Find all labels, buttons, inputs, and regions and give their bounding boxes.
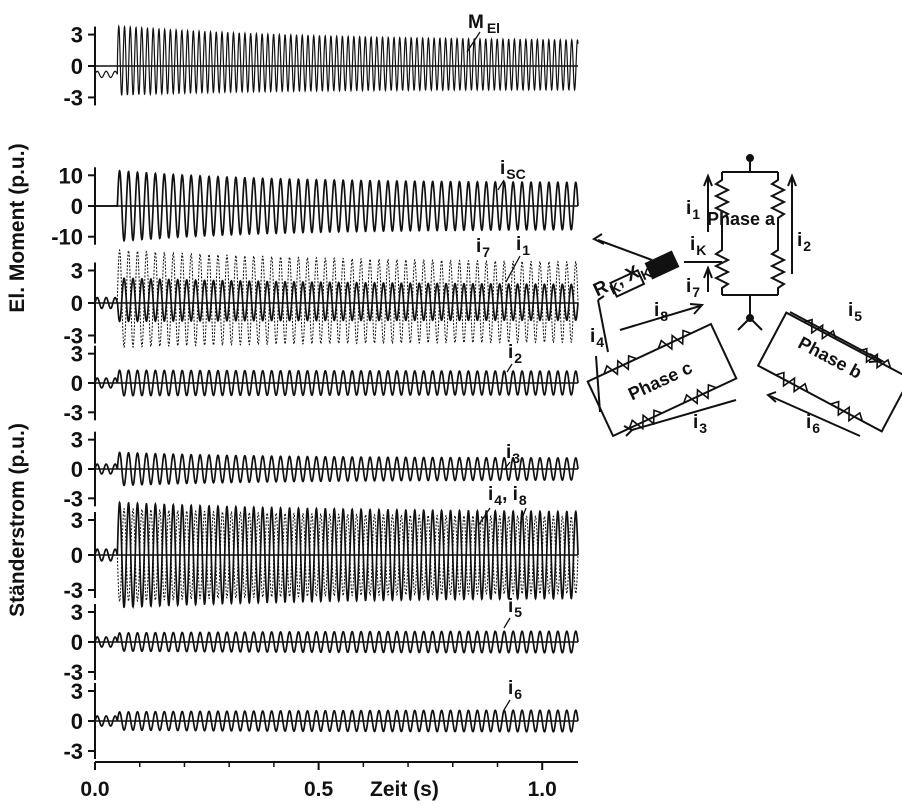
circuit-diagram	[586, 154, 902, 438]
y-tick-label: -10	[51, 225, 83, 250]
y-tick-label: 0	[71, 291, 83, 316]
panel-i3: 3 0 -3	[63, 428, 579, 511]
ylabel-moment: El. Moment (p.u.)	[6, 143, 29, 312]
ylabel-current: Ständerstrom (p.u.)	[6, 423, 29, 617]
y-tick-label: -3	[63, 85, 83, 110]
y-tick-label: 3	[71, 600, 83, 625]
y-tick-label: 0	[71, 194, 83, 219]
y-tick-label: 10	[59, 163, 83, 188]
annotation-m-el: M El	[466, 12, 500, 53]
annotation-i1: i1	[505, 234, 530, 283]
diagram-i3: i3	[693, 412, 707, 436]
series-line-i-3	[94, 451, 579, 487]
annotation-i4-i8: i4, i8	[477, 484, 527, 527]
x-axis-title: Zeit (s)	[370, 778, 439, 801]
y-tick-label: 3	[71, 342, 83, 367]
diagram-i5: i5	[848, 300, 862, 324]
diagram-i8: i8	[654, 300, 668, 324]
panel-i2: 3 0 -3	[63, 342, 579, 425]
diagram-rk-xk: RK, XK	[590, 257, 654, 304]
svg-text:i1: i1	[516, 234, 530, 258]
svg-text:i2: i2	[508, 342, 522, 366]
annotation-i5: i5	[503, 596, 522, 629]
panel-m: 3 0 -3	[63, 23, 579, 110]
series-line-i-2	[94, 369, 579, 397]
series-line-i-5	[94, 630, 579, 654]
y-tick-label: 3	[71, 259, 83, 284]
series-line-i-8	[94, 507, 579, 603]
panel-i1: 3 0 -3	[63, 248, 579, 349]
y-tick-label: 3	[71, 428, 83, 453]
y-tick-label: 3	[71, 508, 83, 533]
diagram-i7: i7	[686, 276, 700, 300]
y-tick-label: -3	[63, 324, 83, 349]
diagram-i4: i4	[590, 326, 604, 350]
y-tick-label: 0	[71, 54, 83, 79]
diagram-phase-b: Phase b	[795, 333, 865, 383]
diagram-i2: i2	[797, 230, 811, 254]
y-tick-label: 3	[71, 23, 83, 48]
diagram-ik: iK	[690, 234, 706, 258]
diagram-i6: i6	[806, 412, 820, 436]
annotation-i3: i3	[503, 442, 520, 471]
y-tick-label: 0	[71, 371, 83, 396]
y-tick-label: 3	[71, 679, 83, 704]
series-line-i-1	[94, 277, 579, 323]
y-tick-label: -3	[63, 578, 83, 603]
annotation-i-sc: iSC	[497, 158, 526, 191]
panel-i5: 3 0 -3	[63, 600, 579, 685]
y-tick-label: -3	[63, 400, 83, 425]
x-axis: 0.0 0.5 1.0	[80, 761, 578, 801]
panel-i6: 3 0 -3	[63, 679, 579, 764]
annotation-i7: i7	[476, 236, 490, 260]
series-line-i-6	[94, 709, 579, 733]
series-line-i-sc	[95, 169, 579, 242]
svg-text:i6: i6	[508, 678, 522, 702]
x-tick-label: 0.0	[80, 778, 109, 801]
panel-i4: 3 0 -3	[63, 500, 579, 610]
diagram-phase-c: Phase c	[625, 357, 695, 404]
svg-text:i7: i7	[476, 236, 490, 260]
annotation-i2: i2	[506, 342, 522, 373]
svg-text:i5: i5	[508, 596, 522, 620]
y-tick-label: 0	[71, 709, 83, 734]
y-tick-label: 0	[71, 543, 83, 568]
svg-text:iSC: iSC	[500, 158, 526, 182]
x-tick-label: 1.0	[528, 778, 557, 801]
svg-text:i4, i8: i4, i8	[488, 484, 527, 508]
svg-text:i3: i3	[506, 442, 520, 466]
y-tick-label: -3	[63, 660, 83, 685]
svg-text:MEl: M El	[468, 12, 500, 36]
panel-isc: 10 0 -10	[51, 163, 579, 250]
y-tick-label: -3	[63, 739, 83, 764]
y-tick-label: -3	[63, 486, 83, 511]
diagram-i1: i1	[686, 198, 700, 222]
y-tick-label: 0	[71, 457, 83, 482]
series-line-m-el	[94, 24, 579, 97]
y-tick-label: 0	[71, 630, 83, 655]
annotation-i6: i6	[503, 678, 522, 711]
diagram-phase-a: Phase a	[707, 209, 776, 229]
x-tick-label: 0.5	[304, 778, 334, 801]
